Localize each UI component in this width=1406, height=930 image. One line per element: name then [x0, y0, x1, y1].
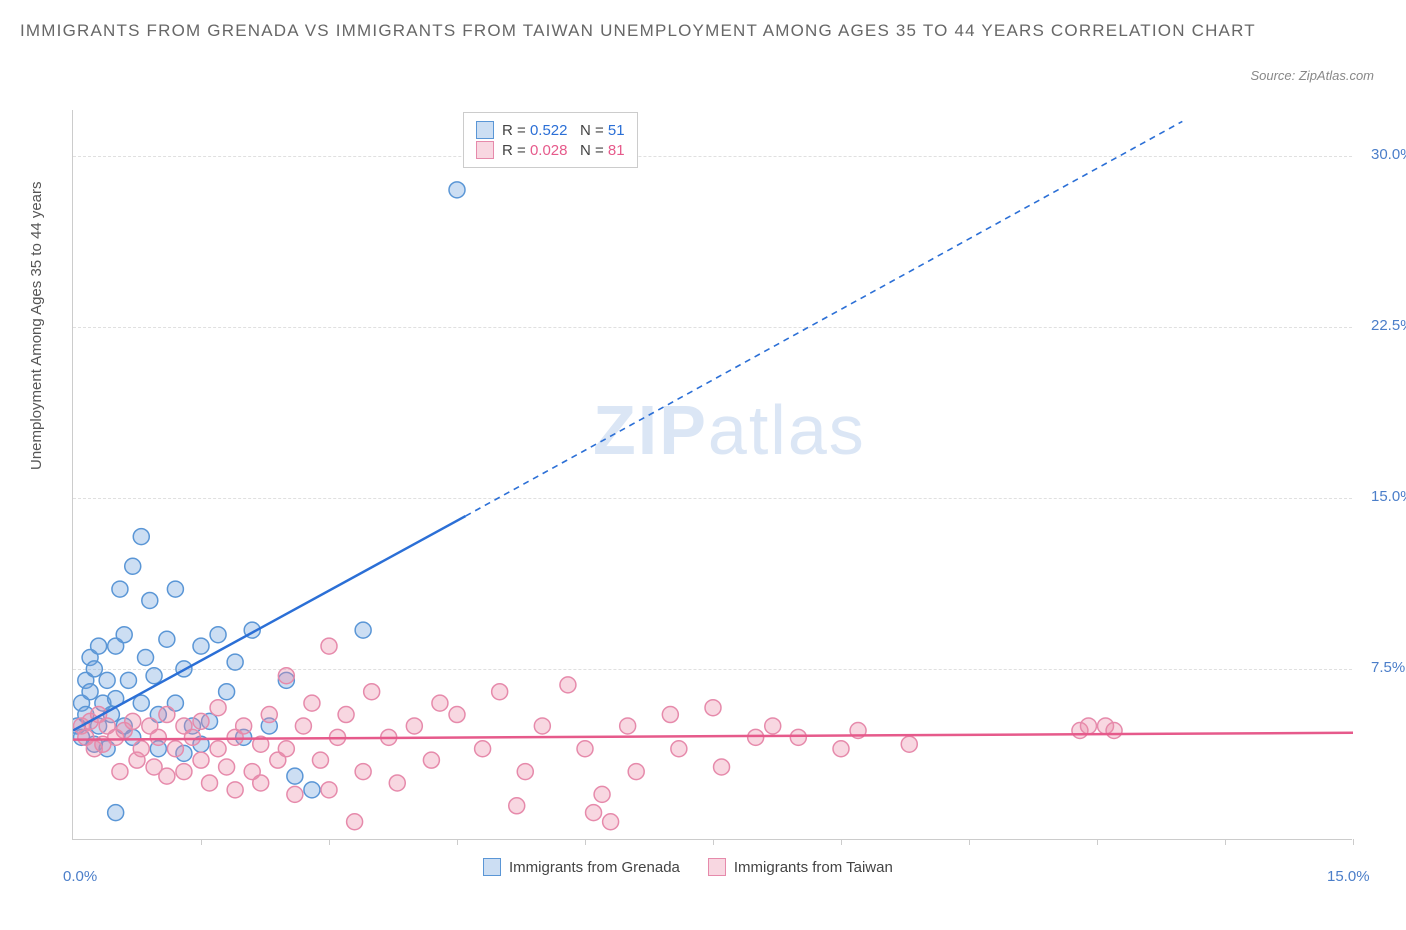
- x-tick: [1353, 839, 1354, 845]
- x-first-label: 0.0%: [63, 868, 97, 885]
- legend-item-taiwan: Immigrants from Taiwan: [708, 858, 893, 876]
- y-axis-label: Unemployment Among Ages 35 to 44 years: [28, 181, 45, 470]
- legend-stats-text: R = 0.522 N = 51: [502, 122, 625, 139]
- y-tick-label: 22.5%: [1371, 317, 1406, 334]
- plot-region: ZIPatlas 7.5%15.0%22.5%30.0%0.0%15.0%R =…: [72, 110, 1352, 840]
- y-tick-label: 30.0%: [1371, 146, 1406, 163]
- legend-series: Immigrants from Grenada Immigrants from T…: [483, 858, 893, 876]
- y-tick-label: 7.5%: [1371, 659, 1405, 676]
- legend-label: Immigrants from Taiwan: [734, 859, 893, 876]
- y-tick-label: 15.0%: [1371, 488, 1406, 505]
- trendline-ext-grenada: [466, 121, 1183, 516]
- legend-stats-row-taiwan: R = 0.028 N = 81: [476, 141, 625, 159]
- trend-lines: [73, 110, 1353, 840]
- legend-label: Immigrants from Grenada: [509, 859, 680, 876]
- legend-swatch: [483, 858, 501, 876]
- legend-swatch: [476, 121, 494, 139]
- legend-item-grenada: Immigrants from Grenada: [483, 858, 680, 876]
- chart-title: IMMIGRANTS FROM GRENADA VS IMMIGRANTS FR…: [20, 18, 1386, 44]
- legend-stats-text: R = 0.028 N = 81: [502, 142, 625, 159]
- x-last-label: 15.0%: [1327, 868, 1370, 885]
- legend-swatch: [476, 141, 494, 159]
- legend-stats-row-grenada: R = 0.522 N = 51: [476, 121, 625, 139]
- chart-area: ZIPatlas 7.5%15.0%22.5%30.0%0.0%15.0%R =…: [72, 110, 1352, 840]
- legend-swatch: [708, 858, 726, 876]
- source-attribution: Source: ZipAtlas.com: [1250, 68, 1374, 83]
- legend-stats: R = 0.522 N = 51 R = 0.028 N = 81: [463, 112, 638, 168]
- trendline-grenada: [73, 516, 466, 730]
- trendline-taiwan: [73, 733, 1353, 740]
